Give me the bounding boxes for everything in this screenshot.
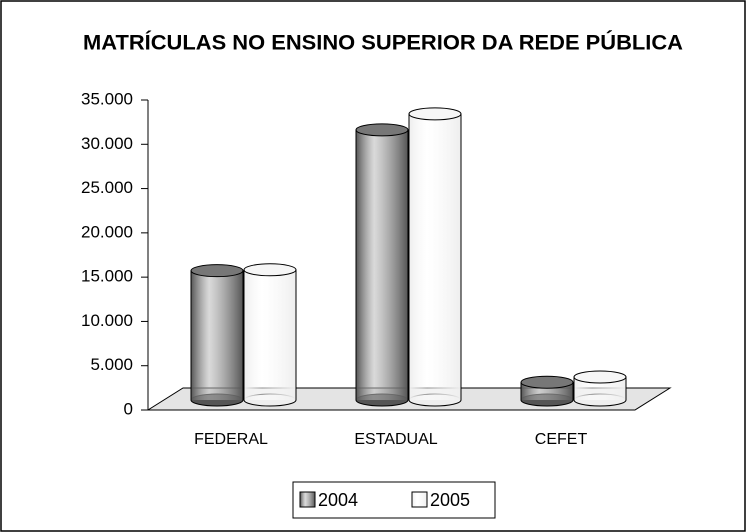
bar-top [190, 264, 244, 278]
x-tick-label: ESTADUAL [354, 431, 437, 448]
bar-top [355, 123, 409, 137]
bar [191, 270, 243, 400]
bar [356, 129, 408, 400]
bar-top [520, 375, 574, 389]
legend-label: 2004 [318, 490, 358, 510]
bar-top [243, 263, 297, 277]
y-tick-label: 30.000 [81, 134, 133, 153]
bar [409, 113, 461, 401]
bar [244, 269, 296, 400]
legend-swatch [299, 491, 316, 508]
y-tick-label: 0 [124, 399, 133, 418]
y-tick-label: 35.000 [81, 89, 133, 108]
y-tick-label: 10.000 [81, 311, 133, 330]
chart-title: MATRÍCULAS NO ENSINO SUPERIOR DA REDE PÚ… [83, 31, 683, 55]
y-tick-label: 15.000 [81, 267, 133, 286]
legend-swatch [411, 491, 428, 508]
y-tick-label: 25.000 [81, 178, 133, 197]
legend-box [292, 481, 496, 519]
x-tick-label: FEDERAL [194, 431, 268, 448]
bar-top [573, 370, 627, 384]
y-tick-label: 5.000 [90, 355, 133, 374]
bar [574, 376, 626, 400]
bar-top [408, 107, 462, 121]
x-tick-label: CEFET [535, 431, 588, 448]
legend-label: 2005 [430, 490, 470, 510]
y-tick-label: 20.000 [81, 222, 133, 241]
